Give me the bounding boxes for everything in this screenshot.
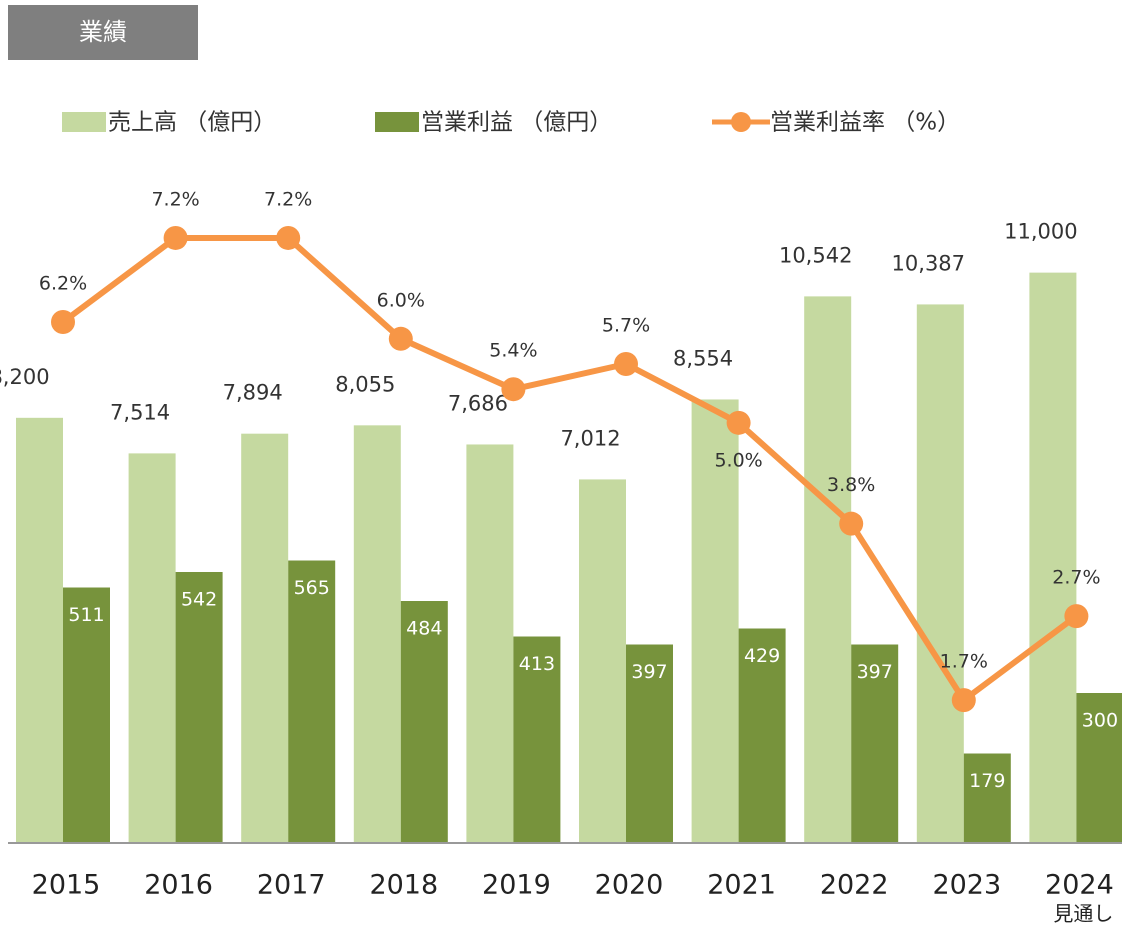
bar — [353, 425, 401, 843]
x-tick-label: 2017 — [257, 870, 326, 901]
data-label: 7,894 — [223, 381, 283, 405]
data-label: 397 — [631, 661, 667, 683]
line — [61, 234, 1079, 704]
bar — [691, 399, 739, 843]
category-note: 見通し — [1053, 902, 1113, 926]
data-label: 397 — [857, 661, 893, 683]
line-point — [614, 352, 638, 377]
bar — [804, 296, 852, 843]
x-tick-label: 2015 — [32, 870, 101, 901]
bar — [738, 628, 786, 843]
x-tick-label: 2019 — [482, 870, 551, 901]
data-label: 7,012 — [560, 426, 620, 450]
data-label: 8,554 — [673, 346, 733, 370]
line-point — [388, 326, 413, 351]
data-label: 429 — [744, 645, 780, 667]
line-point — [163, 225, 188, 250]
data-label: 3.8% — [827, 474, 875, 496]
header-box — [8, 5, 198, 60]
data-label: 542 — [181, 589, 217, 611]
x-tick-label: 2021 — [707, 870, 776, 901]
data-label: 7,686 — [448, 391, 508, 415]
data-label: 6.0% — [377, 289, 425, 311]
bar — [513, 636, 561, 843]
legend-swatch — [375, 112, 419, 132]
bar — [851, 644, 899, 843]
line-point — [501, 377, 526, 402]
bar — [579, 479, 626, 843]
data-label: 413 — [519, 653, 555, 675]
data-label: 2.7% — [1052, 567, 1100, 589]
header-title: 業績 — [79, 18, 127, 46]
data-label: 10,387 — [892, 251, 965, 275]
legend-swatch — [731, 112, 751, 132]
data-label: 8,055 — [335, 372, 395, 396]
bar — [16, 417, 63, 843]
bar — [400, 601, 448, 843]
data-label: 484 — [406, 618, 442, 640]
legend-label: 営業利益 （億円） — [421, 110, 612, 136]
x-tick-label: 2018 — [369, 870, 438, 901]
legend-label: 売上高 （億円） — [108, 110, 276, 136]
line-point — [1064, 604, 1089, 629]
bar — [63, 587, 110, 843]
data-label: 10,542 — [779, 243, 852, 267]
bar — [175, 572, 223, 843]
data-label: 5.4% — [489, 340, 537, 362]
data-label: 1.7% — [940, 651, 988, 673]
bar — [1076, 693, 1122, 843]
line-point — [951, 688, 976, 713]
bar — [288, 560, 336, 843]
data-label: 7.2% — [264, 188, 312, 210]
line-point — [839, 511, 864, 536]
data-label: 7.2% — [151, 188, 199, 210]
legend-label: 営業利益率 （%） — [770, 110, 960, 136]
x-tick-label: 2022 — [820, 870, 889, 901]
data-label: 300 — [1082, 710, 1118, 732]
bar — [1029, 272, 1077, 843]
data-label: 511 — [68, 604, 104, 626]
data-label: 6.2% — [39, 272, 87, 294]
data-label: 8,200 — [0, 365, 50, 389]
data-label: 179 — [969, 770, 1005, 792]
bar — [916, 304, 964, 844]
bar — [626, 644, 673, 843]
x-tick-label: 2023 — [932, 870, 1001, 901]
data-label: 7,514 — [110, 400, 170, 424]
line-point — [276, 225, 301, 250]
data-label: 5.7% — [602, 315, 650, 337]
x-tick-label: 2020 — [595, 870, 664, 901]
x-tick-label: 2016 — [144, 870, 213, 901]
bar — [466, 444, 514, 843]
data-label: 11,000 — [1004, 220, 1077, 244]
bar — [963, 753, 1011, 843]
bar — [128, 453, 176, 843]
bar — [241, 433, 289, 843]
legend-swatch — [62, 112, 106, 132]
x-tick-label: 2024 — [1045, 870, 1114, 901]
data-label: 5.0% — [714, 449, 762, 471]
line-point — [51, 309, 75, 334]
line-point — [726, 410, 751, 435]
data-label: 565 — [294, 577, 330, 599]
